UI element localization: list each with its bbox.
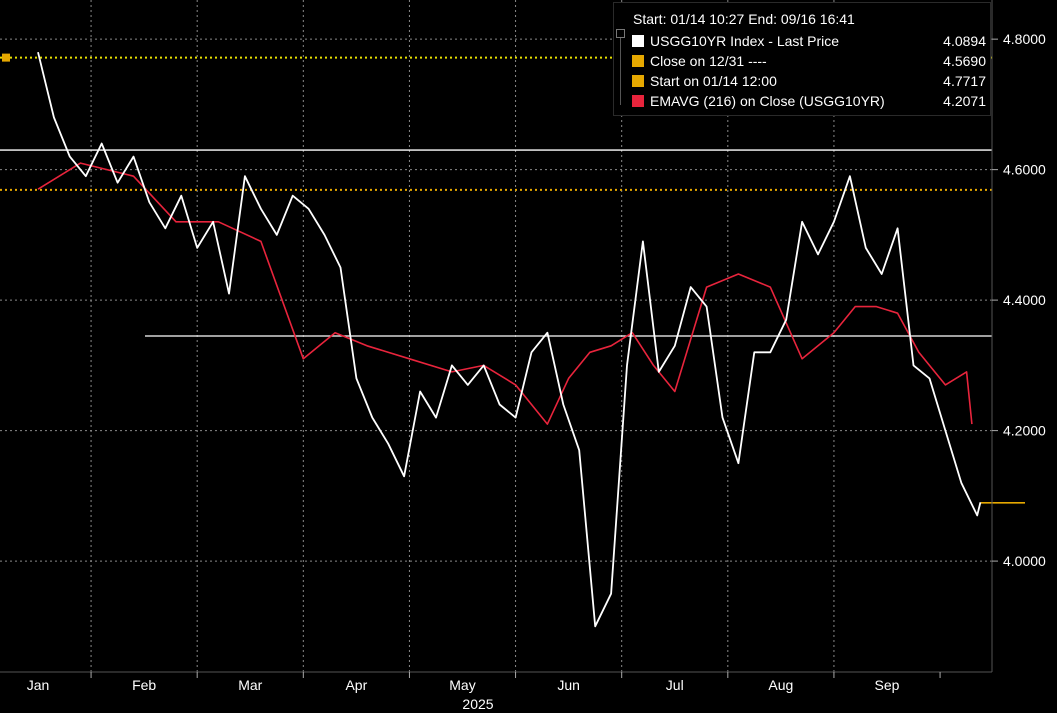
x-tick-label: Feb — [132, 677, 156, 693]
legend-swatch-icon — [632, 35, 644, 47]
y-tick-label: 4.8000 — [1003, 31, 1046, 47]
legend-label: Start on 01/14 12:00 — [650, 73, 777, 89]
price-line — [37, 51, 982, 628]
y-tick-label: 4.0000 — [1003, 553, 1046, 569]
legend-value: 4.0894 — [943, 33, 986, 49]
x-tick-label: Aug — [768, 677, 793, 693]
x-tick-label: Jan — [27, 677, 50, 693]
legend-entry-emavg: EMAVG (216) on Close (USGG10YR) 4.2071 — [632, 93, 986, 111]
x-tick-label: Apr — [345, 677, 367, 693]
emavg-line — [37, 162, 973, 425]
legend-value: 4.7717 — [943, 73, 986, 89]
x-tick-label: Jun — [557, 677, 580, 693]
x-tick-label: Mar — [238, 677, 262, 693]
x-axis-year-label: 2025 — [462, 696, 493, 712]
x-tick-label: Jul — [666, 677, 684, 693]
y-tick-label: 4.6000 — [1003, 162, 1046, 178]
y-tick-label: 4.4000 — [1003, 292, 1046, 308]
legend-entry-start: Start on 01/14 12:00 4.7717 — [632, 73, 986, 91]
legend-value: 4.5690 — [943, 53, 986, 69]
legend-date-range: Start: 01/14 10:27 End: 09/16 16:41 — [633, 11, 855, 27]
legend-label: USGG10YR Index - Last Price — [650, 33, 840, 49]
x-axis-ticks: Jan Feb Mar Apr May Jun Jul Aug Sep — [27, 672, 941, 693]
legend-swatch-icon — [632, 75, 644, 87]
y-axis-ticks: 4.0000 4.2000 4.4000 4.6000 4.8000 — [992, 31, 1046, 569]
legend-value: 4.2071 — [943, 93, 986, 109]
start-marker — [2, 53, 10, 62]
x-tick-label: May — [449, 677, 475, 693]
legend-label: EMAVG (216) on Close (USGG10YR) — [650, 93, 885, 109]
legend-label: Close on 12/31 ---- — [650, 53, 767, 69]
x-tick-label: Sep — [875, 677, 900, 693]
legend-entry-last-price: USGG10YR Index - Last Price 4.0894 — [632, 33, 986, 51]
legend-tree-connector — [616, 29, 629, 105]
legend-collapse-icon[interactable] — [616, 29, 625, 38]
legend-entry-close: Close on 12/31 ---- 4.5690 — [632, 53, 986, 71]
chart-legend: Start: 01/14 10:27 End: 09/16 16:41 USGG… — [613, 2, 991, 116]
series-lines — [2, 51, 1025, 628]
legend-swatch-icon — [632, 55, 644, 67]
y-tick-label: 4.2000 — [1003, 423, 1046, 439]
legend-swatch-icon — [632, 95, 644, 107]
